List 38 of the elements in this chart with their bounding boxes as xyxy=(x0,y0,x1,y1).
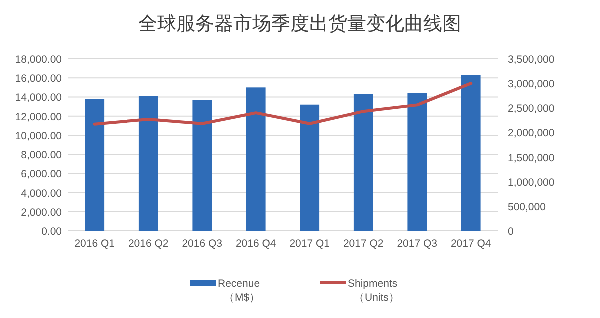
x-tick-label: 2016 Q2 xyxy=(128,238,169,250)
y-tick-label: 10,000.00 xyxy=(15,130,62,142)
y-tick-label: 2,000.00 xyxy=(21,206,62,219)
bar xyxy=(85,99,105,231)
y2-tick-label: 1,000,000 xyxy=(508,176,555,189)
line-series xyxy=(93,82,473,126)
bar xyxy=(408,93,428,231)
y2-tick-label: 1,500,000 xyxy=(508,152,555,164)
y2-tick-label: 3,000,000 xyxy=(508,78,555,91)
x-tick-label: 2016 Q3 xyxy=(182,238,223,250)
bar xyxy=(300,104,320,231)
bar xyxy=(138,96,158,231)
y-tick-label: 14,000.00 xyxy=(15,92,62,104)
y2-tick-label: 500,000 xyxy=(508,201,546,214)
x-tick-label: 2017 Q4 xyxy=(450,238,492,250)
x-tick-label: 2016 Q1 xyxy=(74,238,116,250)
bar xyxy=(461,75,481,231)
bar xyxy=(246,88,266,231)
y2-tick-label: 0 xyxy=(508,226,514,238)
y-tick-label: 12,000.00 xyxy=(15,111,62,124)
y-tick-label: 6,000.00 xyxy=(21,168,62,181)
x-tick-label: 2017 Q1 xyxy=(290,238,330,250)
y-tick-label: 0.00 xyxy=(42,226,62,238)
legend-label: Shipments （Units） xyxy=(348,278,400,304)
bar xyxy=(354,94,374,231)
y-tick-label: 18,000.00 xyxy=(15,54,62,66)
y-tick-label: 4,000.00 xyxy=(21,188,62,200)
x-tick-label: 2017 Q2 xyxy=(343,238,384,250)
y2-tick-label: 3,500,000 xyxy=(508,54,555,66)
y2-tick-label: 2,000,000 xyxy=(508,128,555,140)
y2-tick-label: 2,500,000 xyxy=(508,103,555,116)
y-tick-label: 8,000.00 xyxy=(21,150,62,162)
y-tick-label: 16,000.00 xyxy=(15,73,62,86)
x-tick-label: 2016 Q4 xyxy=(236,238,276,250)
title: 全球服务器市场季度出货量变化曲线图 xyxy=(138,14,462,35)
legend-label: Recenue （M$） xyxy=(218,278,261,304)
x-tick-label: 2017 Q3 xyxy=(397,238,438,250)
bar xyxy=(192,100,212,231)
